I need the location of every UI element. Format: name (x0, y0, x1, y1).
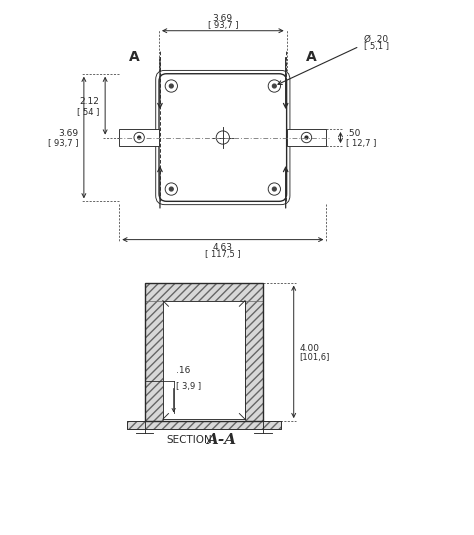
Text: SECTION: SECTION (166, 435, 212, 445)
Text: 2.12: 2.12 (80, 97, 100, 106)
Bar (163, 301, 245, 419)
Text: 4.00: 4.00 (300, 343, 319, 353)
Circle shape (138, 136, 141, 139)
Bar (145, 282, 263, 421)
Text: [ 5,1 ]: [ 5,1 ] (364, 42, 389, 51)
Bar (119, 129, 159, 146)
Text: Ø .20: Ø .20 (364, 35, 388, 44)
Text: A: A (306, 50, 317, 64)
Text: .50: .50 (346, 129, 361, 138)
Text: A: A (128, 50, 139, 64)
Text: 4.63: 4.63 (213, 243, 233, 252)
Text: A-A: A-A (206, 433, 237, 447)
Text: [ 93,7 ]: [ 93,7 ] (208, 21, 238, 30)
Text: [ 93,7 ]: [ 93,7 ] (48, 139, 78, 148)
Bar (287, 129, 326, 146)
Text: .16: .16 (176, 366, 191, 375)
Circle shape (305, 136, 308, 139)
Text: [ 117,5 ]: [ 117,5 ] (205, 250, 241, 259)
Circle shape (169, 84, 173, 88)
Circle shape (169, 187, 173, 191)
Circle shape (273, 84, 276, 88)
Text: 3.69: 3.69 (58, 129, 78, 138)
Text: 3.69: 3.69 (213, 14, 233, 23)
Bar (127, 421, 281, 429)
Text: [101,6]: [101,6] (300, 353, 330, 362)
Circle shape (273, 187, 276, 191)
FancyBboxPatch shape (159, 74, 287, 201)
Text: [ 12,7 ]: [ 12,7 ] (346, 139, 376, 148)
Bar (145, 282, 163, 421)
FancyBboxPatch shape (156, 71, 290, 205)
Bar (145, 282, 263, 301)
Bar (245, 282, 263, 421)
Bar (127, 421, 281, 429)
Text: [ 54 ]: [ 54 ] (77, 107, 100, 116)
Text: [ 3,9 ]: [ 3,9 ] (176, 382, 201, 391)
